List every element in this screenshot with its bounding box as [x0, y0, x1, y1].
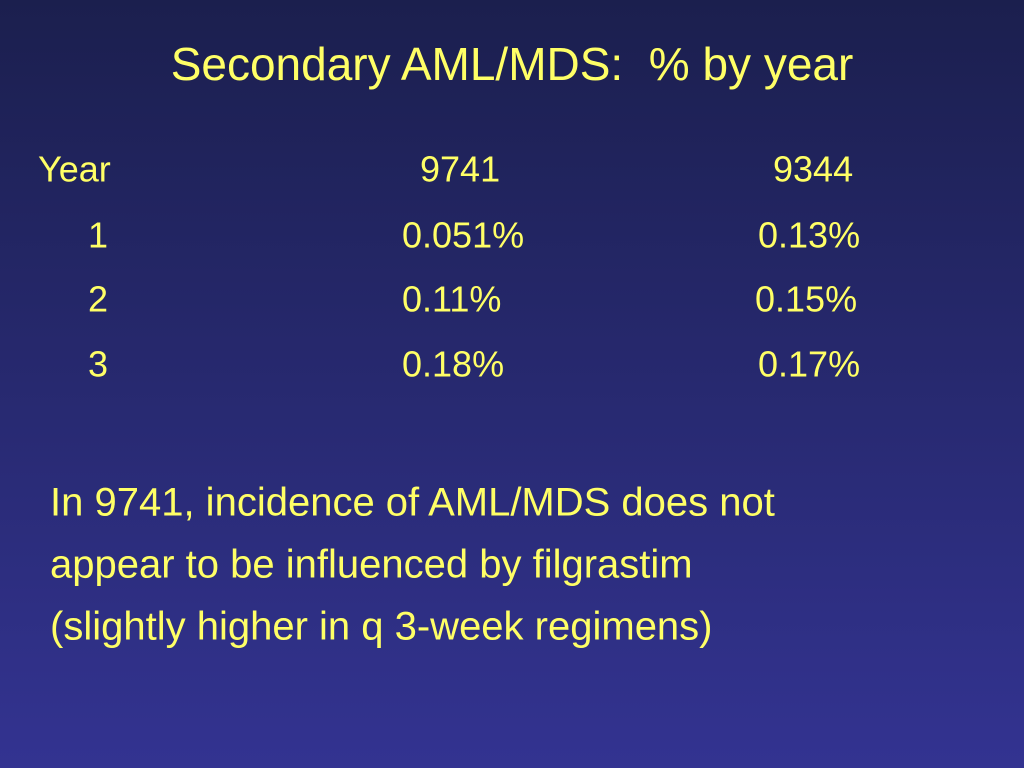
table-cell: 0.051%	[402, 215, 524, 256]
slide-title: Secondary AML/MDS: % by year	[171, 38, 854, 90]
table-cell: 0.17%	[758, 344, 860, 385]
note-line: In 9741, incidence of AML/MDS does not	[50, 481, 775, 525]
table-cell: 0.18%	[402, 344, 504, 385]
table-cell: 0.13%	[758, 215, 860, 256]
table-cell: 0.11%	[402, 279, 501, 320]
note-line: appear to be influenced by filgrastim	[50, 543, 693, 587]
note-line: (slightly higher in q 3-week regimens)	[50, 605, 713, 649]
table-cell: 0.15%	[755, 279, 857, 320]
table-cell: 2	[88, 279, 108, 320]
table-cell: 3	[88, 344, 108, 385]
header-cell: 9741	[420, 149, 500, 190]
table-cell: 1	[88, 215, 108, 256]
table: Year 9741 9344 1 0.051% 0.13% 2 0.11% 0.15% 3 0.18…	[38, 149, 860, 385]
note: In 9741, incidence of AML/MDS does not ap…	[50, 481, 775, 649]
header-cell: Year	[38, 149, 111, 190]
header-cell: 9344	[773, 149, 853, 190]
